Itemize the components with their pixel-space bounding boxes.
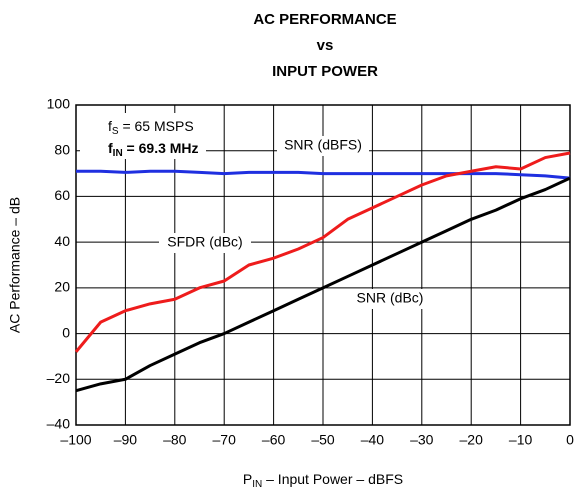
- y-tick-label: 20: [54, 279, 70, 295]
- x-tick-label: –10: [509, 432, 533, 448]
- annotation-bg: [80, 113, 206, 159]
- annotation-part: = 69.3 MHz: [123, 140, 199, 156]
- x-tick-label: –20: [460, 432, 484, 448]
- label-bg: [277, 136, 369, 156]
- y-tick-label: –40: [47, 416, 71, 432]
- annotation-part: f: [108, 118, 112, 134]
- annotation-part: f: [108, 140, 113, 156]
- series-line: [75, 176, 571, 393]
- y-tick-label: 60: [54, 187, 70, 203]
- chart-title: INPUT POWER: [272, 63, 378, 80]
- x-tick-label: –100: [60, 432, 91, 448]
- x-tick-label: –90: [114, 432, 138, 448]
- y-tick-label: 40: [54, 233, 70, 249]
- series-line: [74, 151, 571, 353]
- y-tick-label: 80: [54, 141, 70, 157]
- label-bg: [159, 233, 251, 253]
- y-tick-label: 100: [47, 96, 71, 112]
- y-tick-label: 0: [62, 324, 70, 340]
- x-tick-label: –80: [163, 432, 187, 448]
- series-label: SNR (dBc): [357, 290, 424, 306]
- x-tick-label: –40: [361, 432, 385, 448]
- annotation-part: = 65 MSPS: [119, 118, 194, 134]
- annotation: fIN = 69.3 MHz: [108, 140, 199, 159]
- annotation-part: IN: [113, 148, 123, 159]
- label-bg: [344, 289, 436, 309]
- plot-frame: [75, 104, 571, 426]
- x-axis-label: PIN – Input Power – dBFS: [243, 471, 403, 490]
- x-tick-label: –60: [262, 432, 286, 448]
- annotation: fS = 65 MSPS: [108, 118, 194, 137]
- x-axis-label-part: P: [243, 471, 252, 487]
- x-axis-label-part: IN: [252, 479, 262, 490]
- annotation-part: S: [112, 126, 119, 137]
- y-axis-label: AC Performance – dB: [7, 197, 23, 333]
- chart-title: AC PERFORMANCE: [253, 11, 396, 28]
- x-axis-label-part: – Input Power – dBFS: [262, 471, 403, 487]
- x-tick-label: –30: [410, 432, 434, 448]
- x-tick-label: –70: [213, 432, 237, 448]
- series-label: SNR (dBFS): [284, 137, 362, 153]
- series-line: [76, 169, 571, 180]
- series-label: SFDR (dBc): [167, 234, 242, 250]
- x-tick-label: 0: [566, 432, 574, 448]
- chart-title: vs: [317, 37, 334, 54]
- x-tick-label: –50: [311, 432, 335, 448]
- y-tick-label: –20: [47, 370, 71, 386]
